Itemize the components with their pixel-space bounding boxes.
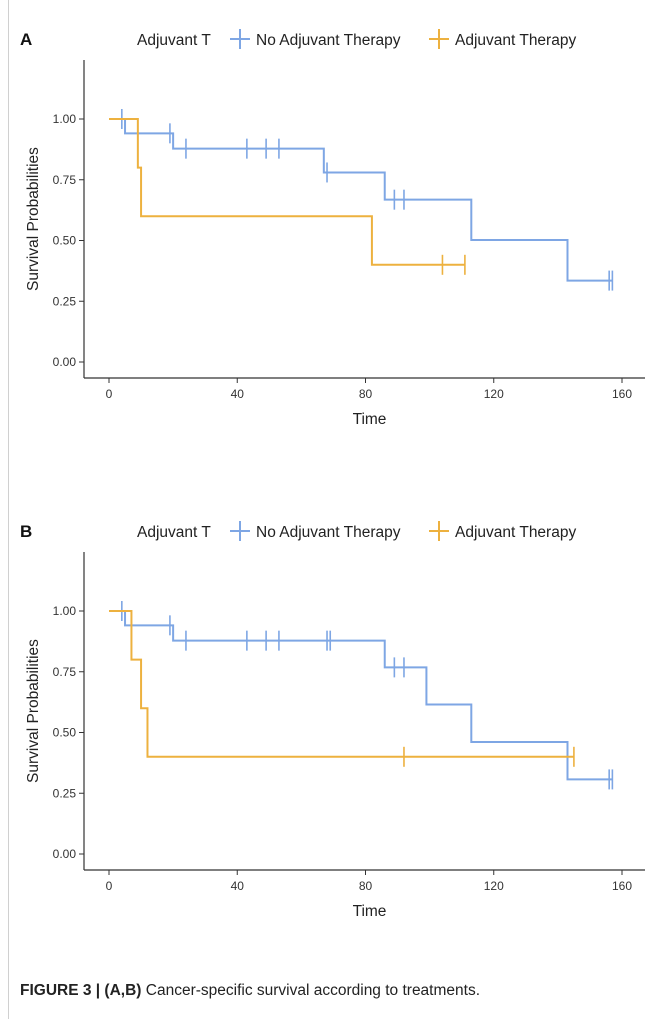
survival-chart-panel-b: B Adjuvant T No Adjuvant Therapy Adjuvant T… <box>0 492 654 982</box>
x-tick-label: 40 <box>231 387 245 401</box>
y-tick-label: 0.75 <box>53 173 77 187</box>
y-tick-label: 0.00 <box>53 847 77 861</box>
survival-curve-adjuvant <box>109 610 574 758</box>
survival-curve-no-adjuvant <box>109 118 613 282</box>
legend-entry-no-adjuvant: No Adjuvant Therapy <box>256 524 401 541</box>
figure-caption: FIGURE 3 | (A,B) Cancer-specific surviva… <box>20 982 640 1000</box>
legend-entry-adjuvant: Adjuvant Therapy <box>455 32 576 49</box>
y-tick-label: 1.00 <box>53 604 77 618</box>
y-axis-title: Survival Probabilities <box>25 147 42 291</box>
y-tick-label: 0.75 <box>53 665 77 679</box>
legend-entry-no-adjuvant: No Adjuvant Therapy <box>256 32 401 49</box>
caption-text: Cancer-specific survival according to tr… <box>141 982 481 999</box>
x-tick-label: 0 <box>106 387 113 401</box>
legend: Adjuvant T No Adjuvant Therapy Adjuvant Th… <box>137 521 576 541</box>
legend: Adjuvant T No Adjuvant Therapy Adjuvant Th… <box>137 29 576 49</box>
x-tick-label: 160 <box>612 879 632 893</box>
figure-label: FIGURE 3 | (A,B) <box>20 982 142 999</box>
survival-chart-b: B Adjuvant T No Adjuvant Therapy Adjuvant T… <box>20 521 645 920</box>
x-tick-label: 120 <box>484 387 504 401</box>
x-tick-label: 160 <box>612 387 632 401</box>
y-tick-label: 0.50 <box>53 726 77 740</box>
x-tick-label: 80 <box>359 387 373 401</box>
legend-title: Adjuvant T <box>137 524 211 541</box>
x-tick-label: 120 <box>484 879 504 893</box>
y-axis-title: Survival Probabilities <box>25 639 42 783</box>
y-tick-label: 0.25 <box>53 294 77 308</box>
survival-chart-panel-a: A Adjuvant T No Adjuvant Therapy Adjuvant T… <box>0 0 654 490</box>
y-tick-label: 0.50 <box>53 234 77 248</box>
survival-curve-no-adjuvant <box>109 610 613 781</box>
y-tick-label: 0.00 <box>53 355 77 369</box>
x-tick-label: 40 <box>231 879 245 893</box>
x-axis-title: Time <box>353 411 387 428</box>
frame-border-line <box>8 0 9 1019</box>
survival-chart-a: A Adjuvant T No Adjuvant Therapy Adjuvant T… <box>20 29 645 428</box>
panel-label: B <box>20 522 32 541</box>
legend-title: Adjuvant T <box>137 32 211 49</box>
y-tick-label: 1.00 <box>53 112 77 126</box>
survival-curve-adjuvant <box>109 118 465 266</box>
legend-entry-adjuvant: Adjuvant Therapy <box>455 524 576 541</box>
panel-label: A <box>20 30 32 49</box>
x-axis-title: Time <box>353 903 387 920</box>
y-tick-label: 0.25 <box>53 786 77 800</box>
x-tick-label: 0 <box>106 879 113 893</box>
x-tick-label: 80 <box>359 879 373 893</box>
